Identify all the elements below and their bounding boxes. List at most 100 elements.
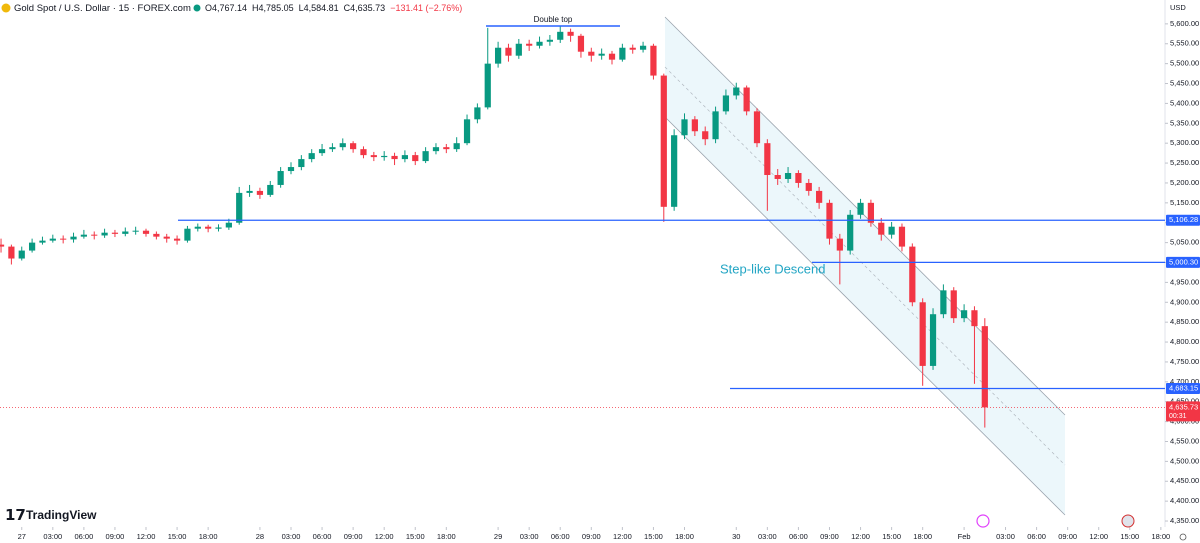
axes: 4,350.00 4,400.00 4,450.00 4,500.00 4,550.00… <box>18 19 1200 541</box>
candle-body <box>577 35 585 52</box>
candle-body <box>132 230 139 232</box>
x-tick-label: 18:00 <box>199 532 218 541</box>
candle-body <box>401 155 409 160</box>
currency: USD <box>1170 3 1186 12</box>
x-tick-label: 09:00 <box>344 532 363 541</box>
y-tick-label: 4,900.00 <box>1170 297 1199 306</box>
candle-body <box>888 226 895 235</box>
candle-body <box>619 47 626 60</box>
x-tick-label: 03:00 <box>758 532 777 541</box>
candle-body <box>971 310 978 327</box>
candle-body <box>795 173 802 183</box>
candle-body <box>453 143 460 150</box>
candle-body <box>774 175 781 179</box>
flag-icon[interactable] <box>1121 514 1135 528</box>
candle-body <box>173 238 181 241</box>
x-tick-label: 27 <box>18 532 26 541</box>
x-tick-label: 09:00 <box>106 532 125 541</box>
y-tick-label: 5,350.00 <box>1170 118 1199 127</box>
x-tick-label: 18:00 <box>1151 532 1170 541</box>
candle-body <box>91 234 98 236</box>
event-icon[interactable] <box>976 514 990 528</box>
x-tick-label: 15:00 <box>644 532 663 541</box>
y-tick-label: 4,800.00 <box>1170 337 1199 346</box>
y-tick-label: 5,150.00 <box>1170 198 1199 207</box>
y-tick-label: 5,500.00 <box>1170 59 1199 68</box>
candle-body <box>898 226 906 247</box>
settings-icon[interactable] <box>1179 533 1187 541</box>
candle-body <box>526 43 533 46</box>
x-tick-label: 06:00 <box>313 532 332 541</box>
candle-body <box>122 231 129 234</box>
y-tick-label: 4,550.00 <box>1170 436 1199 445</box>
x-tick-label: 18:00 <box>675 532 694 541</box>
candle-body <box>256 190 264 195</box>
quote: O4,767.14 H4,785.05 L4,584.81 C4,635.73 −131… <box>205 3 462 13</box>
channel-mid <box>664 66 1066 466</box>
candle-body <box>712 111 719 140</box>
y-tick-label: 4,350.00 <box>1170 516 1199 525</box>
candle-body <box>650 45 657 76</box>
x-tick-label: 18:00 <box>437 532 456 541</box>
candle-body <box>360 149 367 156</box>
candle-body <box>764 143 771 176</box>
candle-body <box>505 47 512 56</box>
candle-body <box>598 53 605 56</box>
candle-body <box>412 155 419 162</box>
candle-body <box>691 119 698 132</box>
level-label-bg <box>1166 256 1200 268</box>
candle-body <box>49 238 56 241</box>
quote-value: −131.41 (−2.76%) <box>390 3 462 13</box>
x-tick-label: 06:00 <box>551 532 570 541</box>
candle-body <box>443 147 450 150</box>
candle-body <box>702 131 709 140</box>
candle-body <box>422 151 429 162</box>
quote-value: C4,635.73 <box>344 3 386 13</box>
candle-body <box>857 202 864 215</box>
candle-body <box>805 182 812 191</box>
y-tick-label: 4,450.00 <box>1170 476 1199 485</box>
x-tick-label: 09:00 <box>582 532 601 541</box>
x-tick-label: 06:00 <box>1027 532 1046 541</box>
y-tick-label: 4,750.00 <box>1170 357 1199 366</box>
candle-body <box>743 87 750 112</box>
annotation: Step-like Descend <box>720 261 826 276</box>
candle-body <box>567 31 574 36</box>
x-tick-label: 03:00 <box>282 532 301 541</box>
candle-body <box>329 147 336 150</box>
quote-value: O4,767.14 <box>205 3 247 13</box>
candle-body <box>28 242 36 251</box>
candle-body <box>671 135 678 207</box>
level-label: 4,683.15 <box>1169 384 1198 393</box>
candle-body <box>111 232 119 234</box>
x-tick-label: 30 <box>732 532 740 541</box>
candle-body <box>381 155 388 158</box>
y-tick-label: 4,850.00 <box>1170 317 1199 326</box>
candle-body <box>867 202 875 223</box>
y-tick-label: 5,250.00 <box>1170 158 1199 167</box>
candle-body <box>215 227 222 229</box>
symbol-icon <box>1 3 11 13</box>
candle-body <box>733 87 740 96</box>
candle-body <box>784 173 792 179</box>
brand: TradingView <box>26 508 97 522</box>
x-tick-label: 03:00 <box>43 532 62 541</box>
candle-body <box>847 214 854 251</box>
x-tick-label: 12:00 <box>375 532 394 541</box>
candle-body <box>816 190 823 203</box>
x-tick-label: 15:00 <box>406 532 425 541</box>
x-tick-label: 15:00 <box>882 532 901 541</box>
y-tick-label: 4,650.00 <box>1170 397 1199 406</box>
y-tick-label: 5,600.00 <box>1170 19 1199 28</box>
x-tick-label: 09:00 <box>1058 532 1077 541</box>
candle-body <box>494 47 502 64</box>
candle-body <box>339 143 346 148</box>
candle-body <box>536 41 543 46</box>
y-tick-label: 5,050.00 <box>1170 238 1199 247</box>
candle-body <box>463 119 471 144</box>
candle-body <box>194 226 201 229</box>
candle-body <box>681 119 688 136</box>
candle-body <box>836 238 843 251</box>
candle-body <box>878 222 885 235</box>
candle-body <box>184 228 191 241</box>
